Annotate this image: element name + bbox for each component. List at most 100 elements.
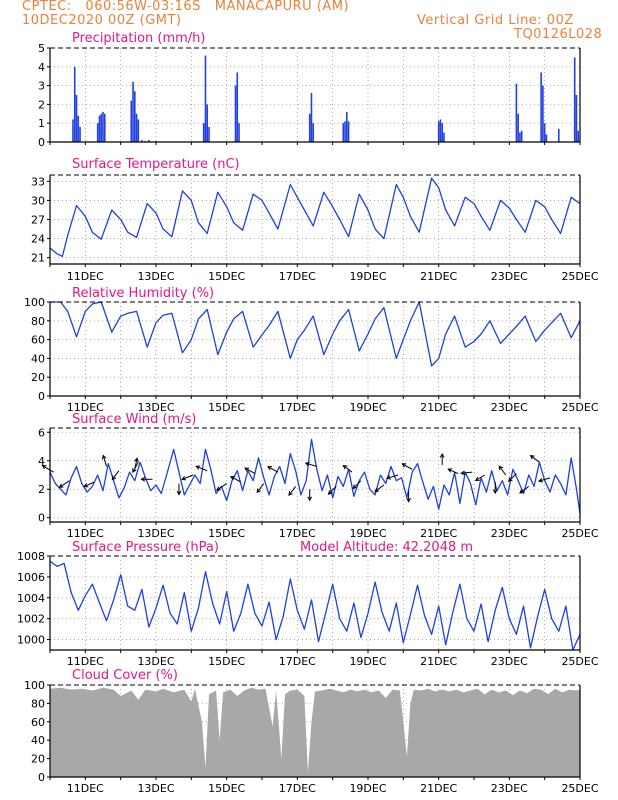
panel-0: Precipitation (mm/h) 0 1 2 3 4 5 bbox=[38, 31, 581, 149]
x-tick-label: 13DEC bbox=[137, 655, 174, 668]
wind-arrow bbox=[537, 477, 551, 483]
x-tick-label: 19DEC bbox=[349, 401, 386, 414]
precip-bar bbox=[77, 115, 80, 142]
x-tick-label: 21DEC bbox=[420, 655, 457, 668]
precip-bar bbox=[515, 83, 518, 142]
wind-arrow bbox=[307, 489, 313, 502]
x-tick-label: 13DEC bbox=[137, 270, 174, 283]
x-tick-label: 23DEC bbox=[491, 782, 528, 795]
y-tick-label: 30 bbox=[31, 194, 45, 207]
x-tick-label: 19DEC bbox=[349, 270, 386, 283]
x-tick-label: 21DEC bbox=[420, 782, 457, 795]
precip-bar bbox=[310, 93, 313, 142]
y-tick-label: 80 bbox=[31, 315, 45, 328]
precip-bar bbox=[520, 130, 523, 142]
x-tick-label: 19DEC bbox=[349, 527, 386, 540]
wind-arrow bbox=[58, 480, 70, 488]
x-tick-label: 11DEC bbox=[67, 782, 104, 795]
precip-bar bbox=[73, 66, 76, 142]
wind-arrow bbox=[519, 485, 530, 494]
wind-arrow bbox=[352, 480, 362, 490]
precip-bar bbox=[103, 113, 106, 142]
wind-arrow bbox=[101, 454, 108, 467]
precip-bar bbox=[346, 111, 348, 142]
precip-bar bbox=[308, 113, 311, 142]
precip-bar bbox=[148, 140, 150, 142]
panel-title: Surface Temperature (nC) bbox=[72, 157, 240, 172]
x-tick-label: 17DEC bbox=[279, 270, 316, 283]
y-tick-label: 60 bbox=[31, 334, 45, 347]
x-tick-label: 17DEC bbox=[279, 782, 316, 795]
x-tick-label: 23DEC bbox=[491, 270, 528, 283]
x-tick-label: 23DEC bbox=[491, 527, 528, 540]
wind-arrow bbox=[460, 470, 473, 476]
x-tick-label: 17DEC bbox=[279, 401, 316, 414]
x-tick-label: 17DEC bbox=[279, 527, 316, 540]
x-tick-label: 11DEC bbox=[67, 270, 104, 283]
panel-title: Relative Humidity (%) bbox=[72, 286, 214, 301]
precip-bar bbox=[141, 140, 143, 142]
wind-arrow bbox=[447, 468, 459, 475]
y-tick-label: 80 bbox=[31, 697, 45, 710]
precip-bar bbox=[573, 57, 576, 142]
precip-bar bbox=[540, 72, 542, 142]
header-model-id: TQ0126L028 bbox=[514, 27, 603, 42]
y-tick-label: 27 bbox=[31, 214, 45, 227]
y-tick-label: 2 bbox=[38, 483, 45, 496]
header-init-time: 10DEC2020 00Z (GMT) bbox=[22, 13, 182, 28]
x-tick-label: 25DEC bbox=[561, 401, 598, 414]
wind-arrow bbox=[507, 473, 517, 483]
x-tick-label: 21DEC bbox=[420, 270, 457, 283]
panel-title: Precipitation (mm/h) bbox=[72, 31, 205, 46]
x-tick-label: 25DEC bbox=[561, 782, 598, 795]
x-tick-label: 19DEC bbox=[349, 655, 386, 668]
panel-3: Surface Wind (m/s) 0 2 4 6 11DEC 13DEC 15DEC 17D… bbox=[38, 412, 599, 540]
wind-arrow bbox=[374, 484, 385, 493]
precip-bar bbox=[344, 121, 346, 142]
y-tick-label: 5 bbox=[38, 42, 45, 55]
panel-1: Surface Temperature (nC) 21 24 27 30 33 11DEC 1… bbox=[31, 157, 599, 283]
wind-arrow bbox=[492, 482, 498, 495]
precip-bar bbox=[72, 119, 74, 142]
series-line bbox=[49, 560, 581, 651]
header-grid-note: Vertical Grid Line: 00Z bbox=[417, 13, 574, 28]
precip-bar bbox=[135, 113, 138, 142]
series-line bbox=[49, 438, 581, 514]
cloud-area bbox=[50, 687, 580, 777]
wind-arrow bbox=[256, 483, 265, 494]
y-tick-label: 3 bbox=[38, 80, 45, 93]
wind-arrow bbox=[474, 474, 485, 482]
x-tick-label: 21DEC bbox=[420, 401, 457, 414]
x-tick-label: 11DEC bbox=[67, 527, 104, 540]
precip-bar bbox=[130, 100, 133, 142]
wind-arrow bbox=[439, 452, 445, 466]
y-tick-label: 33 bbox=[31, 175, 45, 188]
precip-bar bbox=[342, 123, 345, 142]
panel-4: Surface Pressure (hPa) Model Altitude: 42… bbox=[17, 540, 599, 668]
y-tick-label: 24 bbox=[31, 233, 45, 246]
precip-bar bbox=[98, 115, 101, 142]
precip-bar bbox=[202, 123, 205, 142]
y-tick-label: 2 bbox=[38, 98, 45, 111]
wind-arrow bbox=[215, 483, 227, 491]
x-tick-label: 11DEC bbox=[67, 401, 104, 414]
wind-arrow bbox=[41, 465, 54, 473]
x-tick-label: 15DEC bbox=[208, 527, 245, 540]
wind-arrow bbox=[83, 481, 95, 488]
y-tick-label: 1 bbox=[38, 117, 45, 130]
precip-bar bbox=[102, 111, 104, 142]
y-tick-label: 1006 bbox=[17, 571, 45, 584]
panel-5: Cloud Cover (%) 0 20 40 60 80 100 11DEC 13DEC 15D… bbox=[24, 668, 599, 795]
precip-bar bbox=[443, 132, 445, 142]
x-tick-label: 15DEC bbox=[208, 401, 245, 414]
precip-bar bbox=[234, 85, 237, 142]
panel-title: Cloud Cover (%) bbox=[72, 668, 178, 683]
wind-arrow bbox=[132, 461, 139, 473]
wind-arrow bbox=[181, 474, 194, 481]
header-location: CPTEC: 060:56W-03:16S MANACAPURU (AM) bbox=[22, 0, 350, 14]
y-tick-label: 0 bbox=[38, 390, 45, 403]
series-line bbox=[50, 301, 581, 367]
x-tick-label: 15DEC bbox=[208, 782, 245, 795]
y-tick-label: 1002 bbox=[17, 613, 45, 626]
